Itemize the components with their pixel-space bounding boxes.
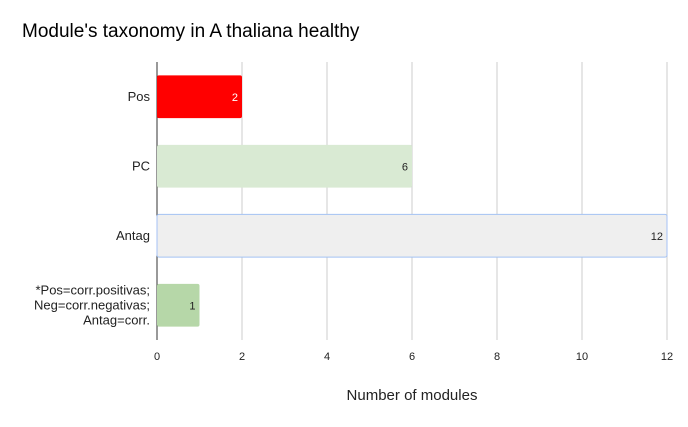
bar-2 xyxy=(157,144,412,188)
bar-3 xyxy=(156,213,668,258)
x-tick-label: 8 xyxy=(494,351,500,363)
category-label: PC xyxy=(132,158,150,173)
x-tick-label: 10 xyxy=(576,351,588,363)
x-tick-label: 12 xyxy=(661,351,673,363)
data-labels: 2 6 12 1 xyxy=(189,92,663,313)
x-tick-label: 0 xyxy=(154,351,160,363)
category-labels: Pos PC Antag *Pos=corr.positivas; Neg=corr.n… xyxy=(34,89,150,328)
data-label: 1 xyxy=(189,300,195,312)
bars xyxy=(156,75,668,327)
x-tick-labels: 0 2 4 6 8 10 12 xyxy=(154,351,673,363)
x-tick-label: 4 xyxy=(324,351,330,363)
category-label: *Pos=corr.positivas; Neg=corr.negativas; A… xyxy=(34,282,150,327)
data-label: 12 xyxy=(651,231,663,243)
x-axis-label: Number of modules xyxy=(346,387,478,404)
category-label: Pos xyxy=(128,89,151,104)
x-tick-label: 6 xyxy=(409,351,415,363)
x-tick-label: 2 xyxy=(239,351,245,363)
bar-4 xyxy=(157,283,200,327)
category-label: Antag xyxy=(116,228,150,243)
data-label: 2 xyxy=(232,92,238,104)
data-label: 6 xyxy=(402,161,408,173)
bar-1 xyxy=(157,75,242,119)
chart-title: Module's taxonomy in A thaliana healthy xyxy=(22,21,360,42)
